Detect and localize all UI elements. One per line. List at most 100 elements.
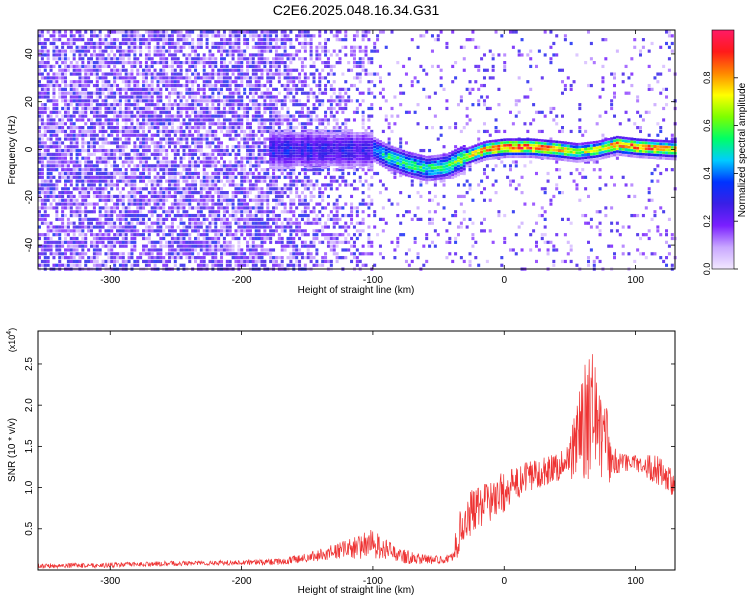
spectrogram-cell — [124, 41, 128, 46]
spectrogram-ridge-cell — [300, 137, 304, 141]
spectrogram-cell — [295, 229, 299, 233]
spectrogram-cell — [202, 137, 206, 141]
spectrogram-ridge-cell — [329, 152, 333, 155]
spectrogram-cell — [159, 221, 163, 225]
spectrogram-cell — [196, 156, 200, 160]
spectrogram-cell — [101, 41, 105, 46]
spectrogram-ridge-cell — [318, 152, 322, 155]
spectrogram-cell — [116, 164, 120, 168]
spectrogram-cell — [173, 68, 177, 72]
spectrogram-cell — [55, 217, 59, 221]
spectrogram-cell — [72, 236, 76, 241]
spectrogram-cell — [150, 95, 154, 99]
spectrogram-cell — [61, 114, 65, 118]
spectrogram-cell — [159, 168, 163, 172]
spectrogram-cell — [165, 252, 169, 256]
spectrogram-cell — [121, 129, 125, 134]
spectrogram-cell — [40, 164, 44, 168]
spectrogram-cell — [66, 179, 70, 183]
spectrogram-cell — [214, 179, 218, 183]
spectrogram-ridge-cell — [274, 157, 278, 161]
spectrogram-cell — [92, 61, 96, 65]
spectrogram-cell — [211, 99, 215, 103]
spectrogram-cell — [243, 106, 247, 111]
spectrogram-cell — [136, 106, 140, 111]
spectrogram-cell — [116, 99, 120, 103]
spectrogram-cell — [246, 225, 250, 229]
spectrogram-cell — [69, 183, 73, 187]
spectrogram-cell — [92, 64, 96, 69]
spectrogram-cell — [292, 240, 296, 244]
spectrogram-cell — [176, 171, 180, 176]
spectrogram-cell — [237, 91, 241, 95]
spectrogram-cell — [202, 202, 206, 206]
spectrogram-cell — [289, 187, 293, 191]
spectrogram-cell — [110, 87, 114, 91]
spectrogram-cell — [300, 41, 304, 46]
spectrogram-cell — [49, 164, 53, 168]
spectrogram-cell — [188, 168, 192, 172]
spectrogram-cell — [295, 99, 299, 103]
spectrogram-cell — [66, 217, 70, 221]
spectrogram-cell — [107, 221, 111, 225]
spectrogram-cell — [98, 183, 102, 187]
spectrogram-cell — [168, 145, 172, 149]
spectrogram-cell — [136, 61, 140, 65]
spectrogram-cell — [168, 106, 172, 111]
spectrogram-cell — [78, 57, 82, 61]
spectrogram-ridge-cell — [315, 140, 319, 144]
spectrogram-cell — [332, 168, 336, 172]
spectrogram-cell — [309, 256, 313, 260]
spectrogram-cell — [173, 252, 177, 256]
spectrogram-cell — [263, 194, 267, 199]
spectrogram-cell — [110, 38, 114, 42]
spectrogram-cell — [156, 256, 160, 260]
spectrogram-cell — [228, 259, 232, 264]
spectrogram-cell — [237, 53, 241, 57]
spectrogram-cell — [274, 213, 278, 218]
spectrogram-cell — [191, 38, 195, 42]
spectrogram-cell — [92, 145, 96, 149]
spectrogram-cell — [81, 141, 85, 145]
spectrogram-cell — [326, 213, 330, 218]
spectrogram-cell — [222, 106, 226, 111]
spectrogram-cell — [170, 256, 174, 260]
spectrogram-ridge-cell — [315, 132, 319, 135]
spectrogram-cell — [289, 263, 293, 267]
spectrogram-cell — [153, 194, 157, 199]
spectrogram-ridge-cell — [272, 154, 276, 158]
spectrogram-cell — [165, 233, 169, 237]
spectrogram-cell — [176, 76, 180, 80]
spectrogram-cell — [40, 114, 44, 118]
spectrogram-cell — [217, 76, 221, 80]
spectrogram-cell — [240, 129, 244, 134]
spectrogram-cell — [130, 126, 134, 130]
spectrogram-cell — [260, 72, 264, 76]
spectrogram-cell — [81, 68, 85, 72]
spectrogram-cell — [176, 152, 180, 156]
spectrogram-cell — [246, 38, 250, 42]
spectrogram-cell — [191, 206, 195, 210]
spectrogram-ridge-cell — [292, 140, 296, 144]
spectrogram-ridge-cell — [298, 160, 302, 164]
spectrogram-cell — [176, 103, 180, 107]
spectrogram-cell — [283, 206, 287, 210]
spectrogram-cell — [205, 83, 209, 88]
spectrogram-cell — [312, 91, 316, 95]
spectrogram-cell — [246, 57, 250, 61]
spectrogram-cell — [205, 263, 209, 267]
spectrogram-cell — [98, 41, 102, 46]
spectrogram-cell — [263, 221, 267, 225]
spectrogram-cell — [147, 45, 151, 49]
spectrogram-cell — [217, 191, 221, 195]
spectrogram-cell — [107, 61, 111, 65]
spectrogram-cell — [69, 34, 73, 38]
spectrogram-cell — [87, 183, 91, 187]
spectrogram-cell — [318, 45, 322, 49]
spectrogram-cell — [139, 202, 143, 206]
spectrogram-cell — [248, 187, 252, 191]
spectrogram-cell — [133, 213, 137, 218]
spectrogram-cell — [81, 179, 85, 183]
spectrogram-ridge-cell — [277, 132, 281, 135]
spectrogram-cell — [231, 64, 235, 69]
